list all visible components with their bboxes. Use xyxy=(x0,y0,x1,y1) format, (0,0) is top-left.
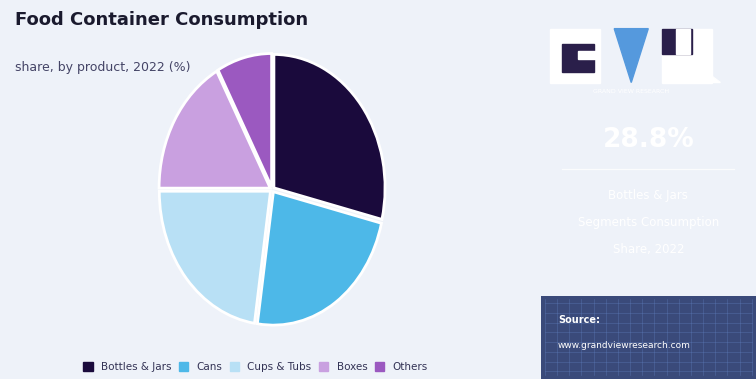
Text: Bottles & Jars: Bottles & Jars xyxy=(609,190,688,202)
Text: Source:: Source: xyxy=(558,315,600,324)
Wedge shape xyxy=(218,53,271,187)
Wedge shape xyxy=(257,192,382,325)
Wedge shape xyxy=(160,191,271,323)
Bar xyxy=(662,29,712,83)
Text: Segments Consumption: Segments Consumption xyxy=(578,216,719,229)
Wedge shape xyxy=(274,55,385,219)
Bar xyxy=(562,44,594,72)
Text: 28.8%: 28.8% xyxy=(603,127,694,153)
Text: share, by product, 2022 (%): share, by product, 2022 (%) xyxy=(15,61,191,74)
Text: Share, 2022: Share, 2022 xyxy=(612,243,684,255)
Text: Food Container Consumption: Food Container Consumption xyxy=(15,11,308,29)
Bar xyxy=(550,29,600,83)
Bar xyxy=(677,29,690,54)
Text: www.grandviewresearch.com: www.grandviewresearch.com xyxy=(558,341,691,350)
FancyBboxPatch shape xyxy=(541,296,756,379)
Wedge shape xyxy=(159,71,270,188)
Bar xyxy=(578,50,596,59)
Bar xyxy=(662,29,692,54)
Polygon shape xyxy=(674,54,720,83)
Polygon shape xyxy=(614,29,648,83)
Legend: Bottles & Jars, Cans, Cups & Tubs, Boxes, Others: Bottles & Jars, Cans, Cups & Tubs, Boxes… xyxy=(82,360,429,374)
Text: GRAND VIEW RESEARCH: GRAND VIEW RESEARCH xyxy=(593,89,669,94)
